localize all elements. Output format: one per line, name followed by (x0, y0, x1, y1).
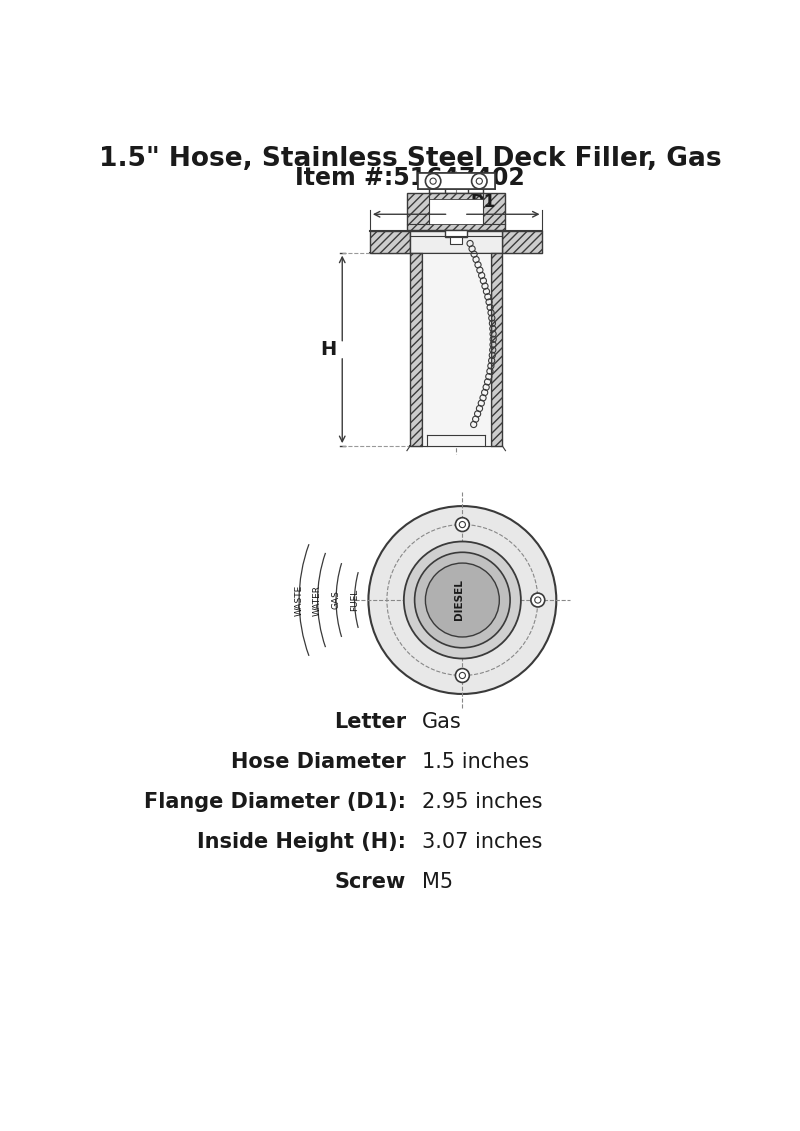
Text: Inside Height (H):: Inside Height (H): (197, 831, 406, 852)
Circle shape (455, 668, 470, 682)
Circle shape (369, 506, 556, 694)
Text: WATER: WATER (313, 585, 322, 615)
Text: Letter: Letter (334, 711, 406, 732)
Text: DIESEL: DIESEL (454, 579, 464, 621)
Text: Item #:51647402: Item #:51647402 (295, 166, 525, 190)
Text: H: H (320, 340, 336, 360)
Circle shape (476, 178, 482, 184)
Text: 2.95 inches: 2.95 inches (422, 792, 542, 812)
Text: FUEL: FUEL (350, 589, 359, 611)
Bar (407, 192, 506, 230)
Circle shape (531, 593, 545, 607)
Text: M5: M5 (422, 872, 453, 892)
Bar (430, 199, 483, 224)
Text: D1: D1 (470, 193, 495, 211)
Bar (418, 173, 494, 189)
Bar (410, 231, 502, 252)
Circle shape (455, 518, 470, 532)
Bar (446, 230, 467, 238)
Bar (491, 252, 502, 446)
Text: WASTE: WASTE (294, 585, 304, 615)
Bar (410, 252, 422, 446)
Bar (502, 231, 542, 252)
Text: Screw: Screw (335, 872, 406, 892)
Circle shape (414, 552, 510, 648)
Text: Hose Diameter: Hose Diameter (231, 752, 406, 771)
Bar (450, 238, 462, 243)
Text: 3.07 inches: 3.07 inches (422, 831, 542, 852)
Text: Flange Diameter (D1):: Flange Diameter (D1): (144, 792, 406, 812)
Text: 1.5 inches: 1.5 inches (422, 752, 529, 771)
Bar (370, 231, 410, 252)
Bar (422, 252, 491, 446)
Circle shape (430, 178, 436, 184)
Text: 1.5" Hose, Stainless Steel Deck Filler, Gas: 1.5" Hose, Stainless Steel Deck Filler, … (98, 146, 722, 172)
Circle shape (404, 542, 521, 658)
Text: GAS: GAS (331, 590, 341, 610)
Circle shape (426, 563, 499, 637)
Text: Gas: Gas (422, 711, 462, 732)
